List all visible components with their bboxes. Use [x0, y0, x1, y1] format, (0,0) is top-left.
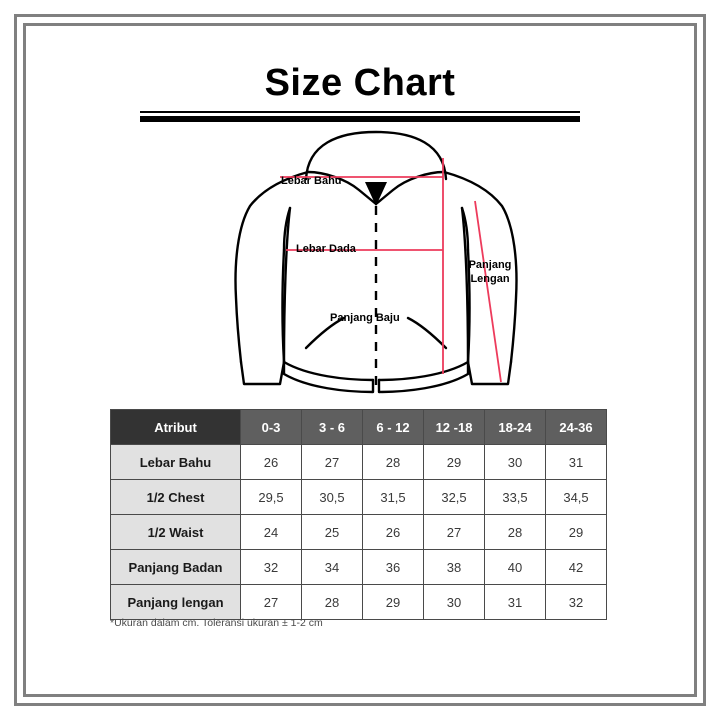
- header-size-4: 18-24: [484, 409, 546, 445]
- cell-value: 32: [545, 584, 607, 620]
- footnote-text: *Ukuran dalam cm. Toleransi ukuran ± 1-2…: [110, 617, 323, 629]
- header-size-1: 3 - 6: [301, 409, 363, 445]
- cell-value: 33,5: [484, 479, 546, 515]
- cell-value: 32,5: [423, 479, 485, 515]
- label-sleeve-length-line1: Panjang: [468, 259, 512, 271]
- row-label: 1/2 Chest: [110, 479, 241, 515]
- label-sleeve-length: Panjang Lengan: [462, 259, 518, 287]
- table-row: Panjang Badan 32 34 36 38 40 42: [110, 549, 607, 585]
- table-header-row: Atribut 0-3 3 - 6 6 - 12 12 -18 18-24 24…: [110, 409, 607, 445]
- label-body-length: Panjang Baju: [330, 312, 400, 324]
- cell-value: 31: [484, 584, 546, 620]
- cell-value: 31,5: [362, 479, 424, 515]
- cell-value: 40: [484, 549, 546, 585]
- cell-value: 27: [301, 444, 363, 480]
- hoodie-jacket-icon: [234, 130, 518, 394]
- row-label: Panjang lengan: [110, 584, 241, 620]
- table-head: Atribut 0-3 3 - 6 6 - 12 12 -18 18-24 24…: [110, 409, 607, 445]
- border-frame-outer: [14, 14, 706, 706]
- table-row: 1/2 Chest 29,5 30,5 31,5 32,5 33,5 34,5: [110, 479, 607, 515]
- size-table: Atribut 0-3 3 - 6 6 - 12 12 -18 18-24 24…: [110, 409, 607, 620]
- cell-value: 28: [484, 514, 546, 550]
- garment-illustration: [228, 122, 524, 400]
- cell-value: 30: [484, 444, 546, 480]
- header-size-0: 0-3: [240, 409, 302, 445]
- cell-value: 30: [423, 584, 485, 620]
- cell-value: 42: [545, 549, 607, 585]
- title-rule-thin: [140, 111, 580, 113]
- cell-value: 26: [362, 514, 424, 550]
- cell-value: 29: [362, 584, 424, 620]
- table-row: Lebar Bahu 26 27 28 29 30 31: [110, 444, 607, 480]
- cell-value: 29: [545, 514, 607, 550]
- row-label: Panjang Badan: [110, 549, 241, 585]
- header-size-5: 24-36: [545, 409, 607, 445]
- title-rule-thick: [140, 116, 580, 122]
- header-attribute: Atribut: [110, 409, 241, 445]
- cell-value: 31: [545, 444, 607, 480]
- cell-value: 32: [240, 549, 302, 585]
- page-title: Size Chart: [264, 62, 456, 104]
- label-chest-width: Lebar Dada: [296, 243, 356, 255]
- header-size-3: 12 -18: [423, 409, 485, 445]
- cell-value: 24: [240, 514, 302, 550]
- cell-value: 28: [301, 584, 363, 620]
- row-label: Lebar Bahu: [110, 444, 241, 480]
- table-row: Panjang lengan 27 28 29 30 31 32: [110, 584, 607, 620]
- cell-value: 36: [362, 549, 424, 585]
- cell-value: 30,5: [301, 479, 363, 515]
- cell-value: 29,5: [240, 479, 302, 515]
- border-frame-inner: [23, 23, 697, 697]
- label-sleeve-length-line2: Lengan: [470, 272, 510, 285]
- cell-value: 28: [362, 444, 424, 480]
- cell-value: 25: [301, 514, 363, 550]
- table-body: Lebar Bahu 26 27 28 29 30 31 1/2 Chest 2…: [110, 444, 607, 620]
- cell-value: 27: [423, 514, 485, 550]
- cell-value: 34: [301, 549, 363, 585]
- label-shoulder-width: Lebar Bahu: [281, 175, 342, 187]
- table-row: 1/2 Waist 24 25 26 27 28 29: [110, 514, 607, 550]
- header-size-2: 6 - 12: [362, 409, 424, 445]
- cell-value: 29: [423, 444, 485, 480]
- cell-value: 34,5: [545, 479, 607, 515]
- row-label: 1/2 Waist: [110, 514, 241, 550]
- cell-value: 38: [423, 549, 485, 585]
- cell-value: 27: [240, 584, 302, 620]
- cell-value: 26: [240, 444, 302, 480]
